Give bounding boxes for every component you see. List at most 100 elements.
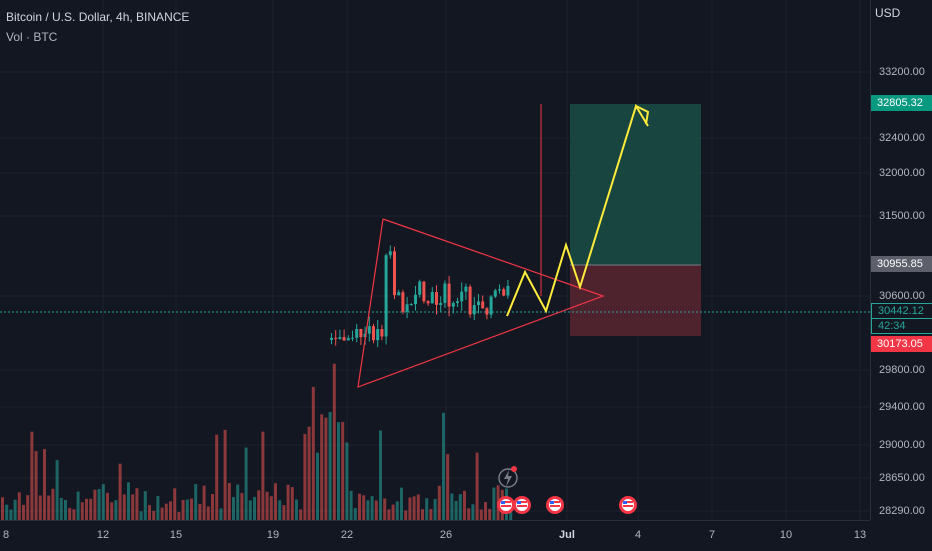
candle-body: [502, 289, 506, 296]
volume-bar: [244, 447, 248, 520]
volume-bar: [324, 417, 328, 520]
currency-button[interactable]: USD: [875, 6, 901, 20]
volume-bar: [194, 484, 198, 520]
price-tick: 28290.00: [879, 505, 925, 517]
candle-body: [359, 329, 363, 338]
volume-bar: [30, 431, 34, 520]
volume-bar: [38, 495, 42, 520]
flag-us-icon[interactable]: [513, 496, 531, 514]
volume-bar: [131, 494, 135, 520]
volume-bar: [93, 489, 97, 520]
price-tick: 32000.00: [879, 167, 925, 179]
candle-body: [493, 290, 497, 297]
volume-bar: [160, 507, 164, 520]
volume-bar: [337, 422, 340, 520]
symbol-title[interactable]: Bitcoin / U.S. Dollar, 4h, BINANCE: [6, 10, 190, 24]
candle-body: [489, 296, 493, 315]
current-price-tag[interactable]: 30442.12: [871, 303, 932, 319]
candle-body: [334, 337, 338, 339]
volume-bar: [248, 500, 252, 520]
volume-bar: [479, 509, 483, 520]
flag-us-icon[interactable]: [619, 496, 637, 514]
target-price-tag[interactable]: 32805.32: [871, 95, 932, 111]
volume-bar: [404, 510, 408, 520]
volume-bar: [412, 496, 416, 520]
volume-bar: [303, 433, 307, 520]
candle-body: [351, 337, 354, 339]
volume-bars: [1, 363, 513, 520]
volume-bar: [156, 495, 160, 520]
volume-bar: [257, 490, 261, 520]
target-zone[interactable]: [570, 104, 701, 265]
candle-body: [346, 338, 350, 341]
volume-bar: [114, 500, 118, 520]
candle-body: [405, 304, 409, 312]
candle-body: [393, 251, 396, 296]
price-tick: 31500.00: [879, 210, 925, 222]
price-tick: 29000.00: [879, 439, 925, 451]
triangle-pattern[interactable]: [357, 218, 605, 388]
candle-body: [372, 326, 375, 341]
candle-body: [409, 304, 413, 306]
candle-body: [435, 292, 438, 305]
time-axis[interactable]: 8 12 15 19 22 26 Jul 4 7 10 13: [0, 520, 870, 551]
chart-area[interactable]: Bitcoin / U.S. Dollar, 4h, BINANCE Vol ·…: [0, 0, 870, 520]
volume-bar: [152, 510, 156, 520]
price-tick: 29800.00: [879, 364, 925, 376]
candle-body: [397, 292, 401, 296]
volume-bar: [265, 491, 269, 520]
volume-bar: [366, 500, 370, 520]
flag-us-icon[interactable]: [497, 496, 515, 514]
price-tick: 30600.00: [879, 290, 925, 302]
volume-bar: [13, 499, 17, 520]
volume-bar: [421, 509, 424, 520]
volume-bar: [106, 492, 109, 520]
volume-bar: [316, 452, 319, 520]
candle-body: [472, 305, 476, 315]
chart-canvas[interactable]: [0, 0, 870, 520]
volume-bar: [148, 505, 151, 520]
candle-body: [422, 281, 426, 302]
volume-bar: [122, 494, 126, 520]
time-tick: 10: [779, 529, 793, 541]
candle-body: [338, 337, 342, 339]
candle-body: [426, 301, 430, 304]
candle-body: [468, 286, 472, 315]
candle-body: [430, 292, 434, 304]
volume-bar: [17, 492, 21, 520]
volume-bar: [253, 496, 256, 520]
volume-bar: [219, 508, 223, 520]
volume-indicator-label[interactable]: Vol · BTC: [6, 30, 58, 44]
volume-bar: [190, 498, 193, 520]
volume-bar: [261, 431, 265, 520]
time-tick: 8: [2, 529, 10, 541]
volume-bar: [215, 434, 219, 520]
volume-bar: [358, 493, 361, 520]
volume-bar: [59, 497, 63, 520]
candle-body: [414, 294, 417, 305]
volume-bar: [240, 492, 244, 520]
volume-bar: [1, 497, 4, 520]
volume-bar: [387, 509, 391, 520]
volume-bar: [408, 497, 412, 520]
candle-body: [456, 301, 459, 303]
volume-bar: [173, 488, 177, 520]
candle-body: [443, 283, 447, 303]
event-icon[interactable]: [498, 466, 518, 488]
volume-bar: [198, 504, 202, 520]
volume-bar: [139, 511, 143, 520]
candle-body: [481, 301, 485, 309]
volume-bar: [395, 501, 399, 520]
volume-bar: [374, 500, 378, 520]
time-tick: Jul: [559, 529, 575, 541]
volume-bar: [185, 499, 189, 520]
price-axis[interactable]: USD 33200.00 32400.00 32000.00 31500.00 …: [870, 0, 932, 520]
volume-bar: [370, 496, 374, 520]
volume-bar: [269, 496, 273, 520]
entry-price-tag[interactable]: 30955.85: [871, 256, 932, 272]
volume-bar: [89, 498, 93, 520]
stop-price-tag[interactable]: 30173.05: [871, 336, 932, 352]
volume-bar: [488, 508, 492, 520]
volume-bar: [143, 491, 147, 520]
flag-us-icon[interactable]: [546, 496, 564, 514]
